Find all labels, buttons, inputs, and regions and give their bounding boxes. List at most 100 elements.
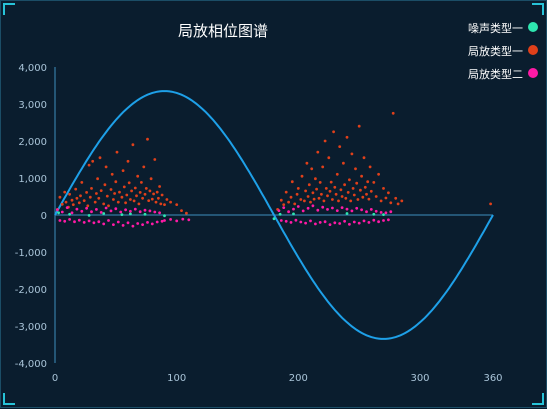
scatter-point bbox=[333, 185, 337, 189]
scatter-point bbox=[87, 214, 91, 217]
scatter-point bbox=[321, 205, 325, 209]
scatter-point bbox=[143, 208, 147, 212]
scatter-point bbox=[367, 197, 371, 201]
scatter-point bbox=[345, 207, 349, 211]
scatter-point bbox=[329, 180, 333, 184]
scatter-point bbox=[289, 195, 293, 199]
scatter-point bbox=[70, 198, 74, 202]
scatter-point bbox=[400, 199, 404, 203]
scatter-point bbox=[296, 187, 300, 190]
scatter-point bbox=[355, 206, 359, 210]
scatter-point bbox=[345, 135, 349, 139]
legend-item[interactable]: 局放类型二 bbox=[468, 67, 538, 81]
scatter-point bbox=[354, 167, 357, 171]
scatter-point bbox=[295, 192, 299, 196]
x-tick-label: 200 bbox=[289, 373, 308, 384]
scatter-point bbox=[86, 204, 90, 208]
scatter-point bbox=[133, 207, 137, 211]
scatter-point bbox=[324, 187, 328, 190]
scatter-point bbox=[361, 195, 365, 199]
scatter-point bbox=[136, 222, 140, 225]
scatter-point bbox=[133, 186, 137, 190]
scatter-point bbox=[311, 191, 315, 195]
legend-item[interactable]: 局放类型一 bbox=[468, 44, 538, 58]
scatter-point bbox=[116, 200, 120, 204]
scatter-point bbox=[138, 210, 142, 214]
scatter-point bbox=[343, 219, 346, 223]
scatter-point bbox=[387, 191, 390, 195]
scatter-point bbox=[394, 196, 398, 200]
scatter-point bbox=[147, 199, 151, 203]
scatter-point bbox=[360, 174, 363, 178]
scatter-point bbox=[142, 165, 146, 169]
scatter-point bbox=[326, 208, 329, 211]
legend-item[interactable]: 噪声类型一 bbox=[468, 21, 538, 35]
scatter-point bbox=[340, 195, 344, 198]
scatter-point bbox=[355, 181, 359, 185]
chart-title: 局放相位图谱 bbox=[178, 22, 268, 40]
scatter-point bbox=[389, 210, 393, 214]
scatter-point bbox=[335, 172, 339, 176]
scatter-point bbox=[352, 193, 356, 197]
scatter-point bbox=[141, 196, 145, 200]
scatter-point bbox=[382, 187, 385, 190]
scatter-point bbox=[318, 181, 322, 184]
corner-decoration-top-right bbox=[532, 3, 544, 15]
scatter-point bbox=[114, 180, 118, 184]
scatter-point bbox=[307, 183, 311, 187]
scatter-point bbox=[63, 219, 67, 223]
scatter-point bbox=[384, 196, 388, 200]
scatter-point bbox=[387, 218, 390, 222]
scatter-point bbox=[116, 220, 120, 224]
scatter-point bbox=[372, 218, 376, 222]
scatter-point bbox=[357, 221, 361, 225]
scatter-point bbox=[120, 195, 124, 199]
scatter-point bbox=[146, 221, 149, 224]
scatter-point bbox=[120, 213, 124, 217]
legend-label: 局放类型二 bbox=[468, 67, 523, 81]
scatter-point bbox=[365, 192, 368, 196]
y-tick-label: -1,000 bbox=[15, 248, 47, 259]
scatter-point bbox=[306, 206, 310, 210]
y-tick-label: 0 bbox=[41, 211, 47, 222]
scatter-point bbox=[272, 217, 276, 221]
scatter-point bbox=[320, 192, 323, 196]
scatter-point bbox=[126, 159, 130, 163]
scatter-point bbox=[58, 219, 62, 222]
scatter-point bbox=[112, 198, 115, 201]
scatter-point bbox=[284, 219, 288, 223]
x-tick-label: 100 bbox=[167, 373, 186, 384]
scatter-point bbox=[163, 214, 166, 218]
scatter-point bbox=[99, 211, 103, 214]
sine-curve-line bbox=[54, 90, 494, 340]
scatter-point bbox=[316, 150, 320, 154]
scatter-point bbox=[109, 209, 113, 213]
scatter-point bbox=[163, 219, 166, 222]
scatter-point bbox=[342, 161, 345, 165]
scatter-point bbox=[140, 181, 143, 184]
scatter-point bbox=[366, 180, 370, 184]
scatter-point bbox=[279, 198, 283, 202]
scatter-point bbox=[113, 192, 116, 195]
scatter-point bbox=[343, 183, 346, 187]
scatter-point bbox=[82, 221, 86, 224]
scatter-point bbox=[144, 187, 148, 190]
scatter-point bbox=[137, 202, 141, 206]
scatter-point bbox=[489, 202, 492, 206]
scatter-point bbox=[382, 219, 385, 222]
scatter-point bbox=[175, 203, 179, 207]
scatter-point bbox=[153, 210, 157, 214]
scatter-point bbox=[335, 209, 339, 213]
scatter-point bbox=[90, 210, 93, 214]
scatter-point bbox=[374, 195, 378, 198]
scatter-point bbox=[155, 190, 159, 194]
scatter-point bbox=[372, 181, 376, 184]
scatter-point bbox=[306, 195, 310, 198]
scatter-point bbox=[362, 156, 366, 160]
scatter-point bbox=[102, 222, 106, 226]
scatter-point bbox=[114, 207, 118, 211]
scatter-point bbox=[334, 192, 338, 196]
scatter-point bbox=[379, 199, 383, 203]
